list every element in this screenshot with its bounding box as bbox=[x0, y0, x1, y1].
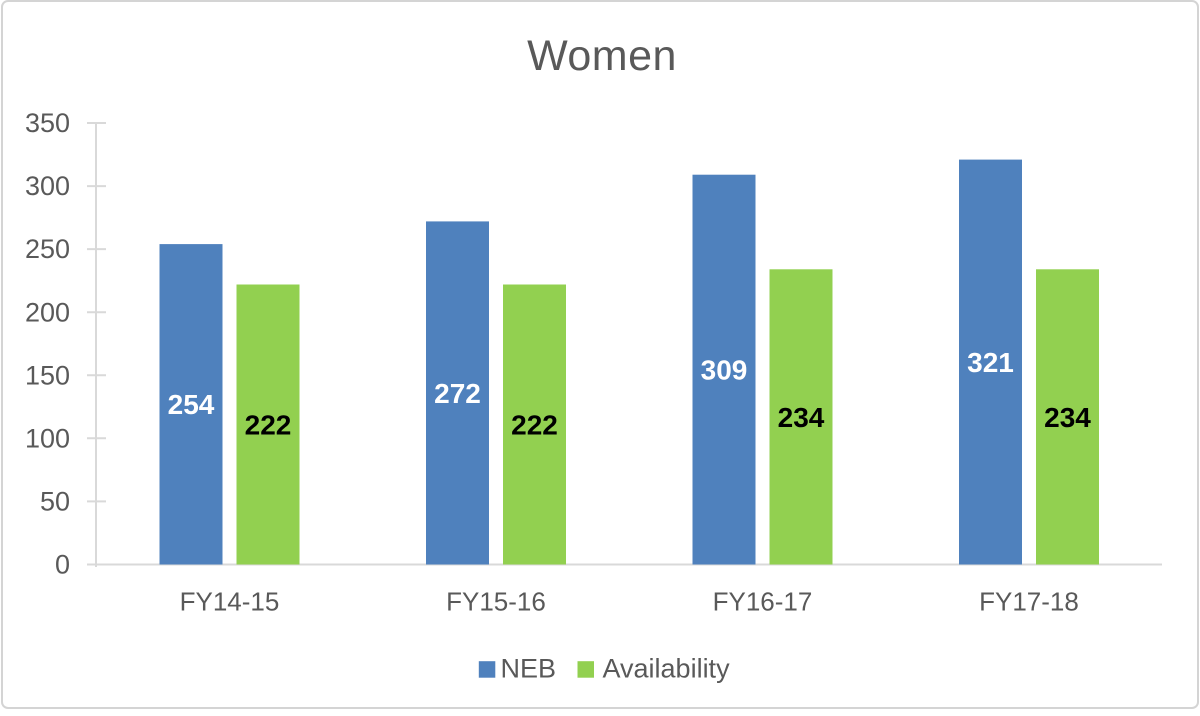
svg-text:234: 234 bbox=[1044, 402, 1091, 433]
svg-text:300: 300 bbox=[25, 171, 70, 201]
svg-text:254: 254 bbox=[168, 389, 215, 420]
svg-text:NEB: NEB bbox=[501, 653, 557, 683]
svg-text:Availability: Availability bbox=[603, 653, 731, 683]
svg-text:222: 222 bbox=[245, 409, 292, 440]
svg-text:100: 100 bbox=[25, 423, 70, 453]
svg-text:150: 150 bbox=[25, 360, 70, 390]
svg-text:0: 0 bbox=[55, 550, 70, 580]
svg-text:350: 350 bbox=[25, 108, 70, 138]
svg-text:FY15-16: FY15-16 bbox=[446, 587, 546, 617]
svg-text:FY14-15: FY14-15 bbox=[180, 587, 280, 617]
svg-text:309: 309 bbox=[701, 355, 748, 386]
svg-text:250: 250 bbox=[25, 234, 70, 264]
svg-text:222: 222 bbox=[511, 409, 558, 440]
svg-text:234: 234 bbox=[778, 402, 825, 433]
svg-text:272: 272 bbox=[434, 378, 481, 409]
svg-text:200: 200 bbox=[25, 297, 70, 327]
svg-text:321: 321 bbox=[967, 347, 1014, 378]
svg-text:50: 50 bbox=[40, 487, 70, 517]
svg-text:FY16-17: FY16-17 bbox=[713, 587, 813, 617]
svg-text:FY17-18: FY17-18 bbox=[979, 587, 1079, 617]
svg-text:Women: Women bbox=[527, 32, 677, 80]
